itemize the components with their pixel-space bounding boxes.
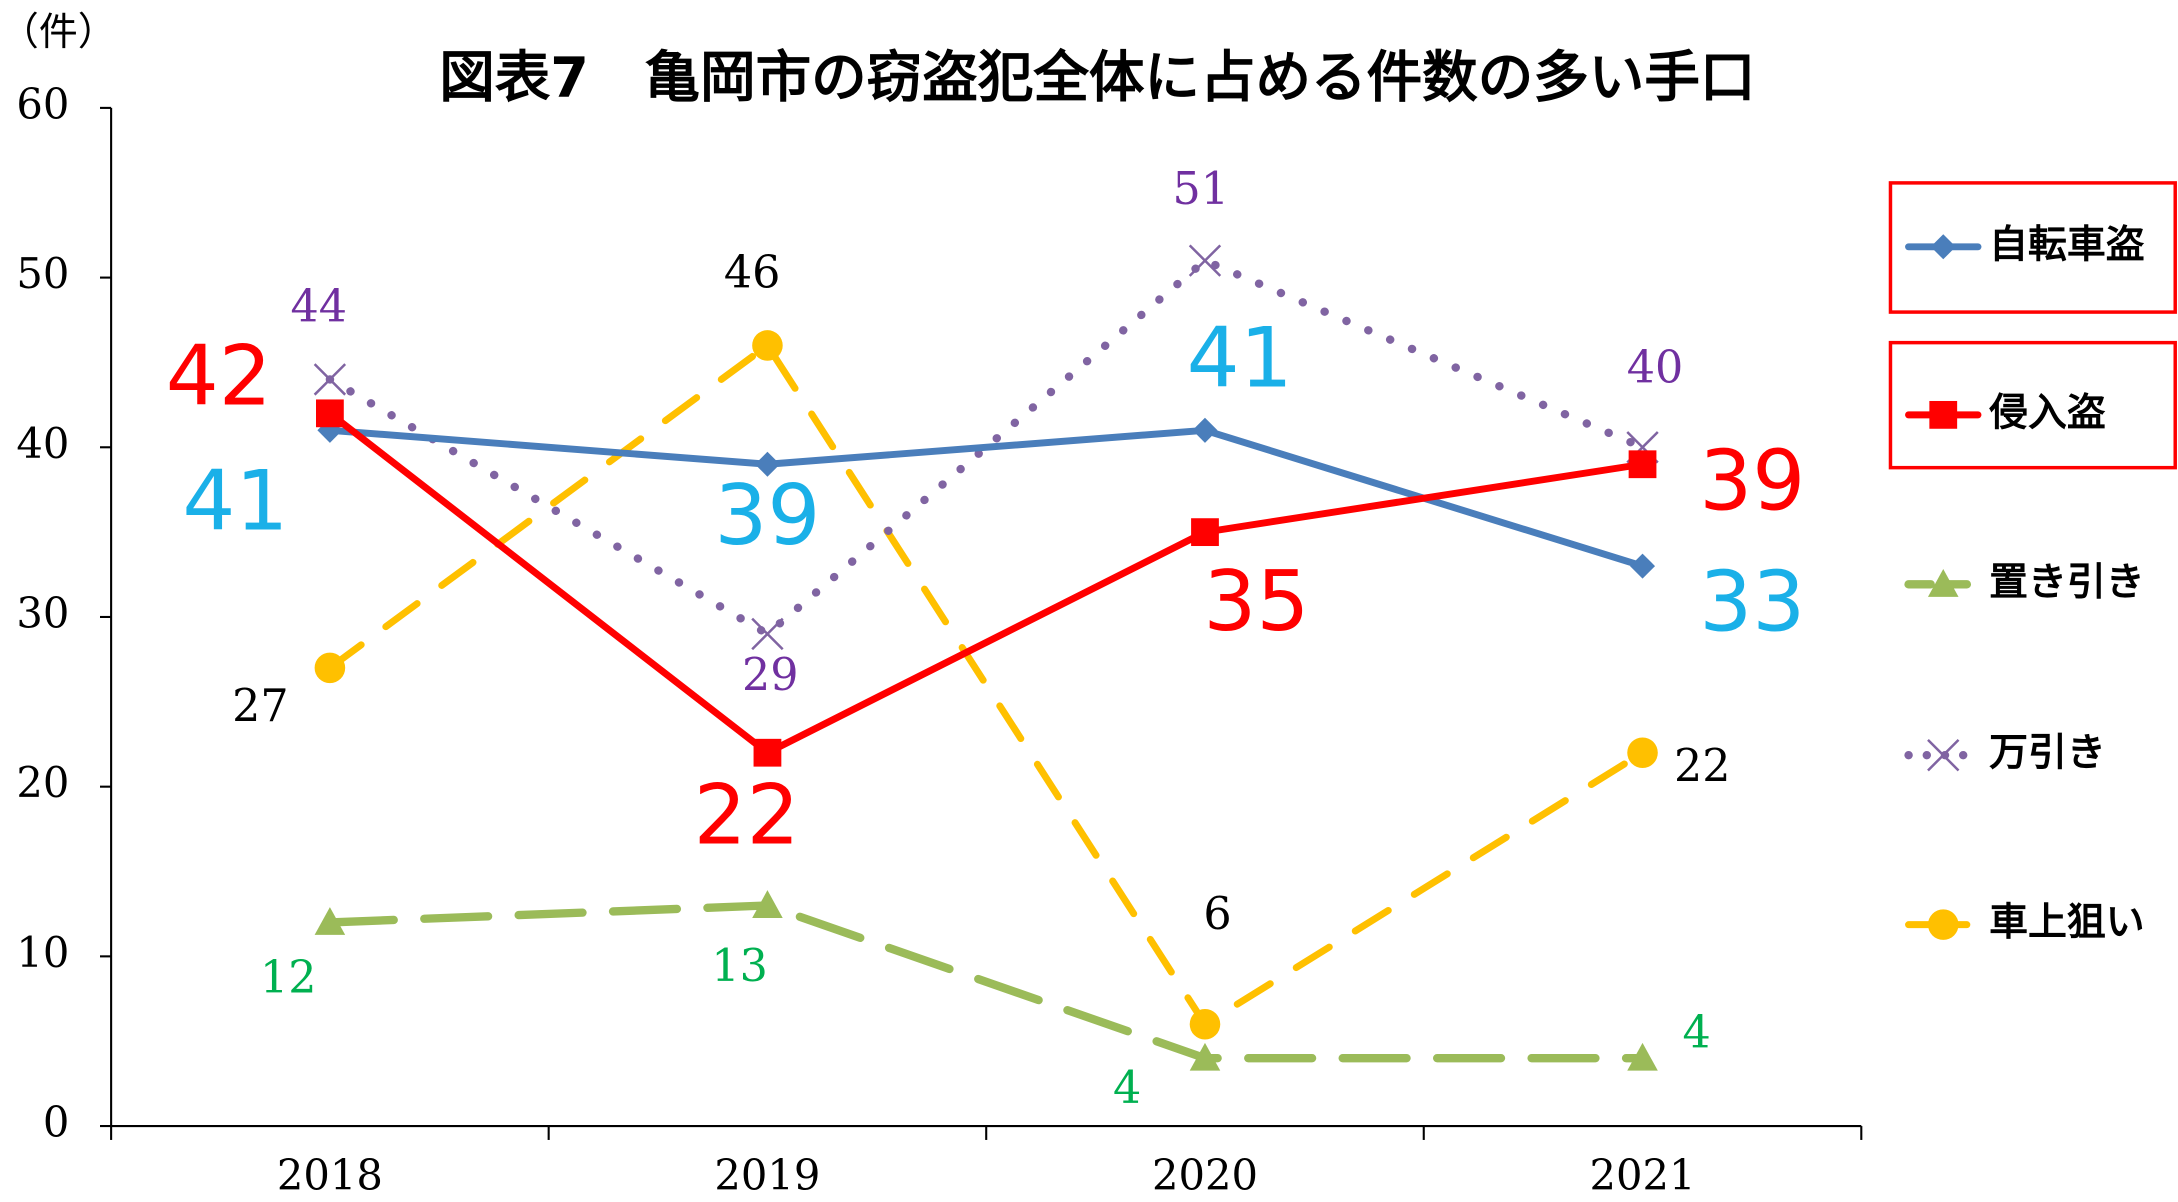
series-line [326, 341, 1647, 1028]
legend-item: 万引き [1904, 731, 2106, 776]
data-point [1627, 737, 1658, 769]
data-label: 27 [232, 681, 289, 732]
legend-label: 万引き [1989, 731, 2106, 776]
data-point [314, 652, 346, 684]
legend-item: 自転車盗 [1905, 222, 2145, 267]
y-tick-label: 0 [43, 1098, 70, 1147]
legend-label: 車上狙い [1989, 900, 2145, 945]
chart-title: 図表7 亀岡市の窃盗犯全体に占める件数の多い手口 [439, 46, 1755, 111]
legend-highlight [1888, 340, 2177, 470]
data-label: 44 [291, 281, 348, 332]
data-label: 40 [1627, 342, 1684, 393]
data-point [313, 363, 347, 396]
data-point [1630, 553, 1656, 579]
legend-highlight [1888, 181, 2177, 314]
x-tick-label: 2018 [277, 1150, 383, 1199]
legend-label: 自転車盗 [1989, 222, 2145, 267]
data-point [751, 617, 784, 651]
series-line [326, 409, 1647, 757]
data-label: 13 [711, 941, 768, 992]
y-tick-label: 30 [16, 588, 69, 637]
data-label: 35 [1203, 553, 1309, 650]
y-tick-label: 40 [16, 419, 69, 468]
data-point [753, 738, 782, 767]
legend-item: 車上狙い [1905, 900, 2145, 945]
legend-marker [1927, 569, 1959, 597]
x-tick-label: 2019 [714, 1150, 820, 1199]
legend-marker [1927, 909, 1959, 940]
data-point [1192, 417, 1218, 443]
data-label: 22 [694, 767, 800, 864]
data-label: 42 [166, 327, 272, 424]
data-label: 4 [1113, 1063, 1141, 1114]
data-point [1628, 450, 1657, 479]
x-tick-label: 2020 [1152, 1150, 1258, 1199]
y-tick-label: 20 [16, 758, 69, 807]
legend-label: 侵入盗 [1988, 390, 2106, 435]
y-axis-label: （件） [0, 10, 117, 55]
legend-label: 置き引き [1989, 560, 2145, 605]
data-label: 46 [724, 248, 781, 299]
data-point [1188, 244, 1222, 277]
data-point [752, 890, 783, 918]
data-label: 39 [714, 467, 820, 564]
data-label: 33 [1699, 554, 1805, 651]
legend-item: 置き引き [1904, 560, 2145, 605]
legend-item: 侵入盗 [1905, 390, 2106, 435]
data-label: 22 [1674, 741, 1731, 792]
series-line [325, 901, 1647, 1063]
data-point [1189, 1042, 1221, 1071]
data-label: 39 [1699, 432, 1805, 529]
data-point [316, 399, 344, 428]
data-label: 12 [260, 952, 317, 1003]
legend-marker [1927, 739, 1960, 772]
y-tick-label: 60 [16, 79, 69, 128]
x-tick-label: 2021 [1590, 1150, 1696, 1199]
data-label: 4 [1683, 1007, 1711, 1058]
y-tick-label: 10 [16, 928, 69, 977]
data-point [1627, 1042, 1658, 1071]
legend-marker [1930, 234, 1956, 260]
data-label: 29 [742, 650, 799, 701]
data-point [752, 330, 783, 361]
data-point [314, 907, 346, 935]
data-point [1189, 1008, 1221, 1040]
data-label: 51 [1173, 164, 1230, 215]
y-tick-label: 50 [16, 249, 69, 298]
legend-marker [1929, 400, 1958, 429]
data-label: 41 [1187, 310, 1293, 407]
data-point [1191, 518, 1219, 547]
data-label: 41 [182, 453, 288, 550]
data-label: 6 [1203, 889, 1231, 940]
